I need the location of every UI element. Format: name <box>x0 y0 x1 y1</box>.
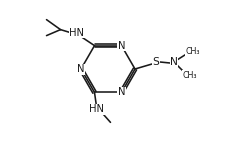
Text: N: N <box>118 87 125 97</box>
Text: N: N <box>77 64 85 74</box>
Text: CH₃: CH₃ <box>183 71 197 79</box>
Text: HN: HN <box>69 28 84 38</box>
Text: N: N <box>170 57 178 67</box>
Text: S: S <box>153 57 159 67</box>
Text: HN: HN <box>89 104 104 114</box>
Text: N: N <box>118 41 125 51</box>
Text: CH₃: CH₃ <box>186 47 200 55</box>
